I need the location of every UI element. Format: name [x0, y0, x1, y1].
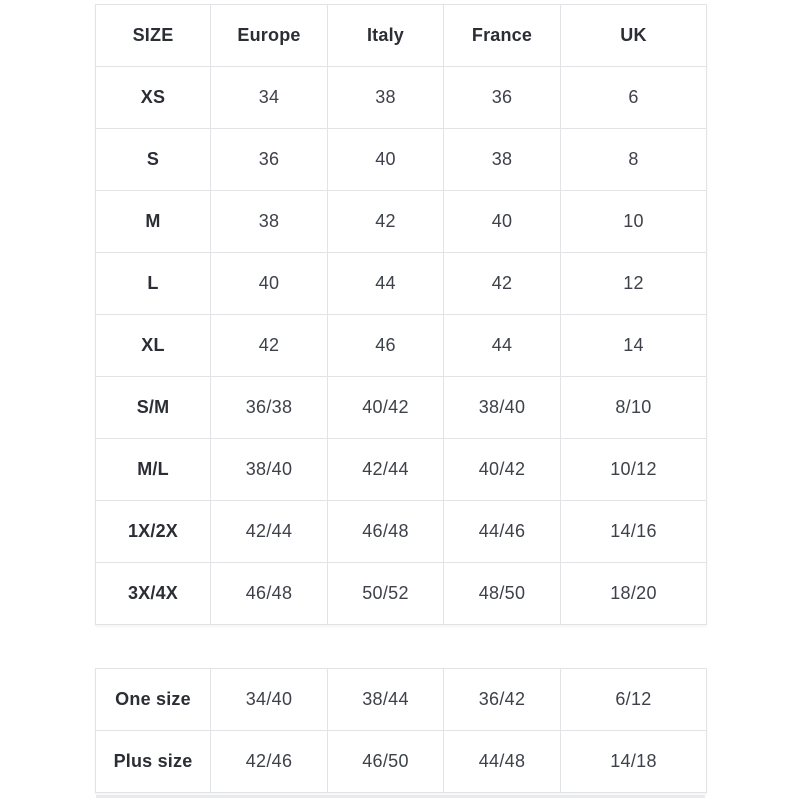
table-cell: 36/38: [210, 376, 328, 439]
table-cell: 40: [210, 252, 328, 315]
table-cell: 6/12: [560, 668, 707, 731]
table-cell: 42/44: [327, 438, 444, 501]
table-row: 1X/2X 42/44 46/48 44/46 14/16: [95, 500, 707, 563]
table-cell: 38/44: [327, 668, 444, 731]
table-cell: 40: [443, 190, 561, 253]
table-cell: 42: [327, 190, 444, 253]
table-cell: 42: [210, 314, 328, 377]
row-label: One size: [95, 668, 211, 731]
table-cell: 42/46: [210, 730, 328, 793]
table-cell: 46/48: [210, 562, 328, 625]
size-table-header-row: SIZE Europe Italy France UK: [95, 4, 707, 67]
column-header: UK: [560, 4, 707, 67]
table-cell: 36: [443, 66, 561, 129]
table-row: One size 34/40 38/44 36/42 6/12: [95, 668, 707, 731]
table-cell: 38: [327, 66, 444, 129]
table-cell: 10/12: [560, 438, 707, 501]
table-cell: 14/18: [560, 730, 707, 793]
row-label: S/M: [95, 376, 211, 439]
table-cell: 44/48: [443, 730, 561, 793]
table-row: M/L 38/40 42/44 40/42 10/12: [95, 438, 707, 501]
table-row: M 38 42 40 10: [95, 190, 707, 253]
special-sizes-table: One size 34/40 38/44 36/42 6/12 Plus size 42/4…: [95, 668, 707, 793]
table-cell: 36: [210, 128, 328, 191]
table-cell: 38/40: [443, 376, 561, 439]
table-cell: 8/10: [560, 376, 707, 439]
table-cell: 10: [560, 190, 707, 253]
table-cell: 18/20: [560, 562, 707, 625]
table-cell: 42/44: [210, 500, 328, 563]
column-header: France: [443, 4, 561, 67]
table-cell: 44/46: [443, 500, 561, 563]
table-row: Plus size 42/46 46/50 44/48 14/18: [95, 730, 707, 793]
table-cell: 40/42: [327, 376, 444, 439]
table-cell: 14: [560, 314, 707, 377]
column-header: Europe: [210, 4, 328, 67]
table-cell: 40/42: [443, 438, 561, 501]
row-label: M: [95, 190, 211, 253]
size-conversion-table: SIZE Europe Italy France UK XS 34 38 36 6 S 36 40 38…: [95, 4, 707, 625]
table-cell: 38: [210, 190, 328, 253]
row-label: 1X/2X: [95, 500, 211, 563]
table-cell: 40: [327, 128, 444, 191]
table-cell: 34: [210, 66, 328, 129]
table-cell: 34/40: [210, 668, 328, 731]
row-label: L: [95, 252, 211, 315]
table-cell: 12: [560, 252, 707, 315]
table-cell: 46: [327, 314, 444, 377]
table-cell: 44: [327, 252, 444, 315]
row-label: XL: [95, 314, 211, 377]
row-label: 3X/4X: [95, 562, 211, 625]
table-cell: 36/42: [443, 668, 561, 731]
table-cell: 8: [560, 128, 707, 191]
row-label: S: [95, 128, 211, 191]
table-row: L 40 44 42 12: [95, 252, 707, 315]
table-row: S 36 40 38 8: [95, 128, 707, 191]
table-row: XL 42 46 44 14: [95, 314, 707, 377]
table-cell: 50/52: [327, 562, 444, 625]
table-cell: 14/16: [560, 500, 707, 563]
column-header: SIZE: [95, 4, 211, 67]
table-cell: 6: [560, 66, 707, 129]
column-header: Italy: [327, 4, 444, 67]
row-label: XS: [95, 66, 211, 129]
table-cell: 46/50: [327, 730, 444, 793]
table-cell: 42: [443, 252, 561, 315]
table-bottom-shadow: [96, 795, 705, 798]
table-cell: 44: [443, 314, 561, 377]
table-cell: 38/40: [210, 438, 328, 501]
table-cell: 48/50: [443, 562, 561, 625]
table-cell: 38: [443, 128, 561, 191]
table-cell: 46/48: [327, 500, 444, 563]
table-row: 3X/4X 46/48 50/52 48/50 18/20: [95, 562, 707, 625]
row-label: Plus size: [95, 730, 211, 793]
table-row: S/M 36/38 40/42 38/40 8/10: [95, 376, 707, 439]
row-label: M/L: [95, 438, 211, 501]
table-row: XS 34 38 36 6: [95, 66, 707, 129]
